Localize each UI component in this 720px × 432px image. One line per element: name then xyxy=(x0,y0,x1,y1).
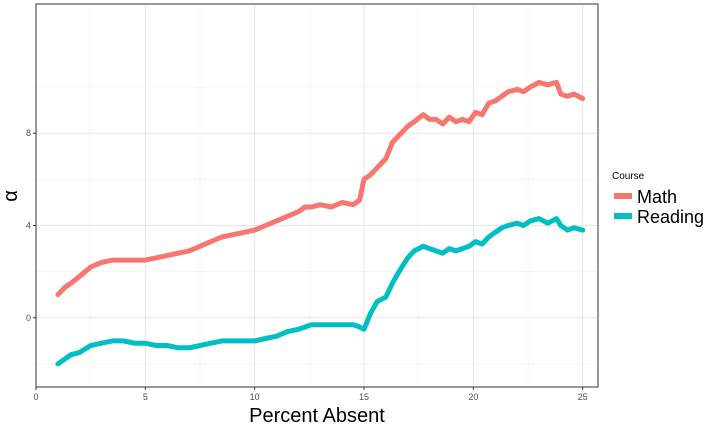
series-lines xyxy=(55,79,586,367)
plot-border xyxy=(35,3,599,388)
x-tick-label: 5 xyxy=(143,392,148,402)
y-tick-label: 4 xyxy=(26,220,31,230)
y-tick-label: 0 xyxy=(26,313,31,323)
x-tick-label: 10 xyxy=(250,392,260,402)
x-tick-label: 25 xyxy=(578,392,588,402)
legend: Course Math Reading xyxy=(612,171,704,227)
series-line-reading xyxy=(55,216,586,367)
axis-ticks: 0 5 10 15 20 25 0 4 8 xyxy=(26,128,588,402)
y-axis-title: α xyxy=(0,190,22,202)
plot-panel xyxy=(36,4,598,387)
x-tick-label: 15 xyxy=(359,392,369,402)
x-axis-title: Percent Absent xyxy=(249,405,385,427)
series-line-math xyxy=(55,79,586,298)
x-tick-label: 0 xyxy=(33,392,38,402)
legend-title: Course xyxy=(612,171,645,182)
y-tick-label: 8 xyxy=(26,128,31,138)
x-tick-label: 20 xyxy=(468,392,478,402)
legend-label-math: Math xyxy=(637,187,677,207)
legend-label-reading: Reading xyxy=(637,207,704,227)
